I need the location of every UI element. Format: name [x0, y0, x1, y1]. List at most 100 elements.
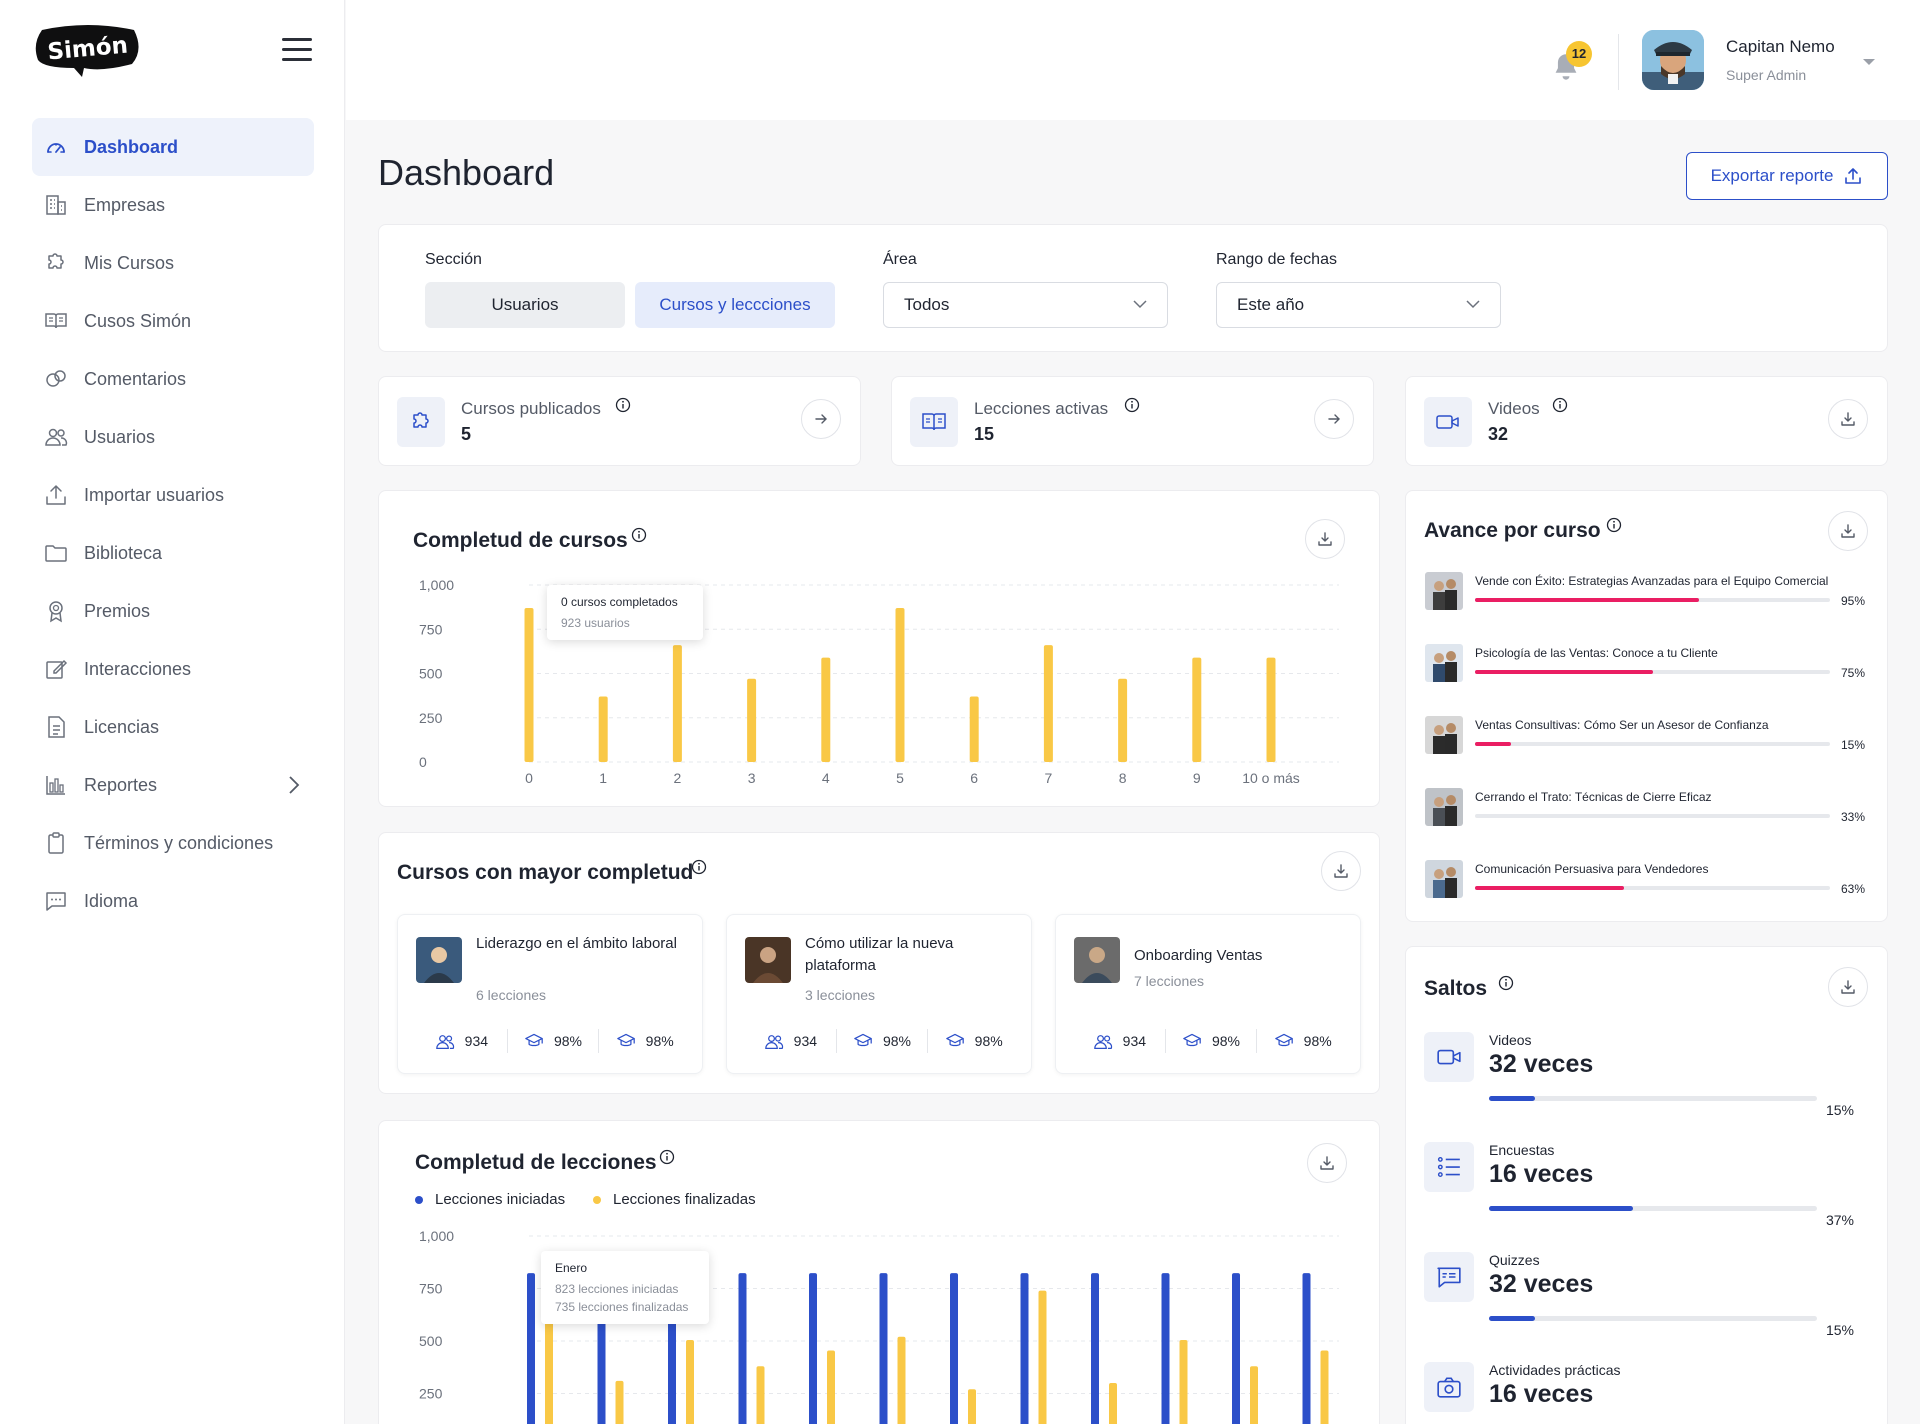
chart-tooltip: Enero 823 lecciones iniciadas 735 leccio… — [541, 1251, 709, 1324]
section-option-usuarios[interactable]: Usuarios — [425, 282, 625, 328]
sidebar-item-reportes[interactable]: Reportes — [32, 756, 314, 814]
bar-finalizadas[interactable] — [686, 1339, 694, 1424]
course-progress-row[interactable]: Psicología de las Ventas: Conoce a tu Cl… — [1425, 644, 1869, 694]
users-icon — [44, 425, 68, 449]
date-range-select[interactable]: Este año — [1216, 282, 1501, 328]
download-icon[interactable] — [1828, 399, 1868, 439]
course-card[interactable]: Onboarding Ventas 7 lecciones 934 98% 98% — [1055, 914, 1361, 1074]
bar-finalizadas[interactable] — [827, 1350, 835, 1424]
info-icon[interactable] — [1498, 975, 1514, 991]
sidebar-item-idioma[interactable]: Idioma — [32, 872, 314, 930]
bar-finalizadas[interactable] — [1250, 1366, 1258, 1424]
progress-track — [1489, 1206, 1817, 1211]
bar-iniciadas[interactable] — [1020, 1273, 1029, 1424]
section-option-cursos[interactable]: Cursos y leccciones — [635, 282, 835, 328]
user-role: Super Admin — [1726, 67, 1807, 83]
bar[interactable] — [1043, 645, 1053, 762]
legend-iniciadas: Lecciones iniciadas — [415, 1191, 565, 1208]
sidebar-item-cusos-simon[interactable]: Cusos Simón — [32, 292, 314, 350]
bar-iniciadas[interactable] — [1161, 1273, 1170, 1424]
sidebar: Simón Dashboard Empresas Mis Cursos Cusos S… — [0, 0, 345, 1424]
info-icon[interactable] — [1606, 517, 1622, 533]
info-icon[interactable] — [631, 527, 647, 543]
bar-finalizadas[interactable] — [968, 1389, 976, 1424]
course-progress-row[interactable]: Ventas Consultivas: Cómo Ser un Asesor d… — [1425, 716, 1869, 766]
info-icon[interactable] — [615, 397, 631, 418]
bar-finalizadas[interactable] — [756, 1366, 765, 1424]
bar-iniciadas[interactable] — [527, 1273, 535, 1424]
course-users: 934 — [745, 1029, 837, 1053]
bar[interactable] — [895, 608, 905, 762]
book-open-icon — [910, 397, 958, 447]
sidebar-item-premios[interactable]: Premios — [32, 582, 314, 640]
user-name[interactable]: Capitan Nemo — [1726, 37, 1835, 56]
bar-iniciadas[interactable] — [738, 1273, 747, 1424]
info-icon[interactable] — [1552, 397, 1568, 418]
bar[interactable] — [747, 678, 757, 762]
course-progress-row[interactable]: Vende con Éxito: Estrategias Avanzadas p… — [1425, 572, 1869, 622]
download-icon[interactable] — [1305, 519, 1345, 559]
bar-finalizadas[interactable] — [1320, 1350, 1329, 1424]
avatar[interactable] — [1642, 30, 1704, 90]
bar-finalizadas[interactable] — [615, 1380, 624, 1424]
bar-finalizadas[interactable] — [1109, 1383, 1117, 1424]
bar-iniciadas[interactable] — [1232, 1273, 1240, 1424]
progress-fill — [1489, 1206, 1634, 1211]
bar[interactable] — [969, 696, 979, 762]
bar[interactable] — [1266, 657, 1276, 762]
download-icon[interactable] — [1307, 1143, 1347, 1183]
download-icon[interactable] — [1828, 967, 1868, 1007]
sidebar-item-licencias[interactable]: Licencias — [32, 698, 314, 756]
chevron-down-icon — [1133, 300, 1147, 309]
sidebar-item-biblioteca[interactable]: Biblioteca — [32, 524, 314, 582]
sidebar-item-usuarios[interactable]: Usuarios — [32, 408, 314, 466]
course-progress-row[interactable]: Cerrando el Trato: Técnicas de Cierre Ef… — [1425, 788, 1869, 838]
course-progress-row[interactable]: Comunicación Persuasiva para Vendedores 6… — [1425, 860, 1869, 910]
bar[interactable] — [821, 657, 831, 762]
bar-iniciadas[interactable] — [950, 1273, 958, 1424]
course-thumbnail — [416, 937, 462, 983]
video-icon — [1424, 397, 1472, 447]
course-approval: 98% — [1257, 1029, 1348, 1053]
bar[interactable] — [598, 696, 608, 762]
bar-finalizadas[interactable] — [897, 1336, 906, 1424]
course-lessons: 7 lecciones — [1134, 973, 1205, 989]
bar-iniciadas[interactable] — [809, 1273, 817, 1424]
bar-iniciadas[interactable] — [879, 1273, 888, 1424]
area-select[interactable]: Todos — [883, 282, 1168, 328]
info-icon[interactable] — [691, 859, 707, 875]
sidebar-item-comentarios[interactable]: Comentarios — [32, 350, 314, 408]
course-card[interactable]: Cómo utilizar la nueva plataforma 3 lecci… — [726, 914, 1032, 1074]
bar[interactable] — [1118, 678, 1128, 762]
bar[interactable] — [672, 645, 682, 762]
course-title: Cómo utilizar la nueva plataforma — [805, 935, 954, 974]
menu-toggle-icon[interactable] — [282, 38, 312, 61]
arrow-right-icon[interactable] — [1314, 399, 1354, 439]
simon-logo[interactable]: Simón — [32, 22, 144, 78]
export-report-button[interactable]: Exportar reporte — [1686, 152, 1888, 200]
bar-finalizadas[interactable] — [545, 1291, 553, 1424]
arrow-right-icon[interactable] — [801, 399, 841, 439]
sidebar-item-mis-cursos[interactable]: Mis Cursos — [32, 234, 314, 292]
progress-pct: 37% — [1825, 1212, 1854, 1228]
chevron-down-icon[interactable] — [1862, 54, 1876, 72]
sidebar-item-empresas[interactable]: Empresas — [32, 176, 314, 234]
course-card[interactable]: Liderazgo en el ámbito laboral 6 leccione… — [397, 914, 703, 1074]
bar[interactable] — [524, 608, 534, 762]
bar-finalizadas[interactable] — [1038, 1290, 1047, 1424]
sidebar-item-dashboard[interactable]: Dashboard — [32, 118, 314, 176]
info-icon[interactable] — [659, 1149, 675, 1165]
bar-finalizadas[interactable] — [1179, 1339, 1188, 1424]
download-icon[interactable] — [1828, 511, 1868, 551]
bar[interactable] — [1192, 657, 1202, 762]
download-icon[interactable] — [1321, 851, 1361, 891]
sidebar-item-interacciones[interactable]: Interacciones — [32, 640, 314, 698]
x-tick-label: 2 — [674, 770, 682, 786]
course-approval: 98% — [928, 1029, 1019, 1053]
graduation-cap-icon — [853, 1032, 873, 1050]
bar-iniciadas[interactable] — [1091, 1273, 1099, 1424]
sidebar-item-terminos-y-condiciones[interactable]: Términos y condiciones — [32, 814, 314, 872]
sidebar-item-importar-usuarios[interactable]: Importar usuarios — [32, 466, 314, 524]
info-icon[interactable] — [1124, 397, 1140, 418]
bar-iniciadas[interactable] — [1302, 1273, 1311, 1424]
